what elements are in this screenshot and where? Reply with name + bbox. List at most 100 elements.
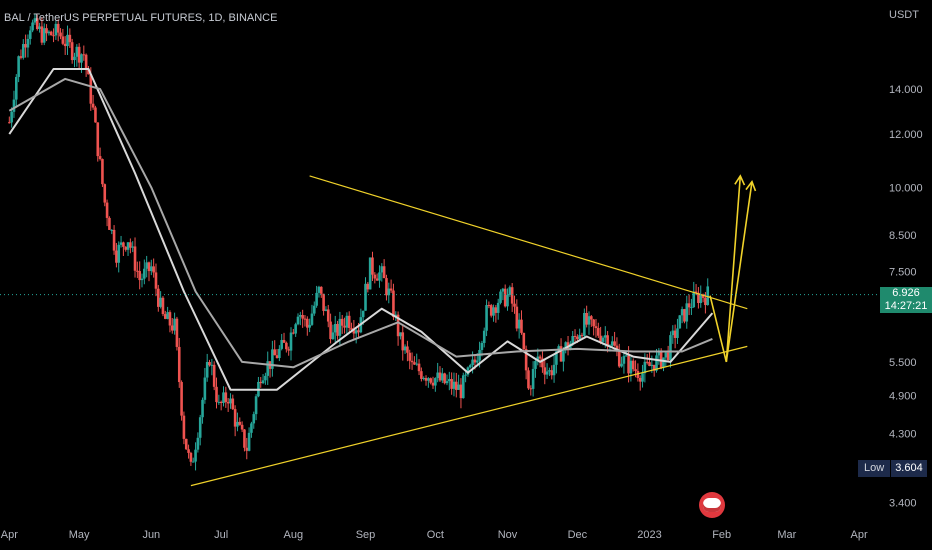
candle — [170, 318, 174, 334]
candle-body — [543, 367, 547, 375]
candle-body — [133, 246, 137, 271]
candle-body — [422, 378, 426, 380]
candle — [375, 273, 379, 281]
candle-body — [47, 31, 51, 34]
candle-body — [210, 364, 214, 366]
candle-body — [529, 388, 533, 390]
candle-body — [461, 375, 465, 399]
candle — [583, 308, 586, 338]
candle-body — [201, 399, 204, 418]
candle — [119, 235, 123, 248]
candle-body — [280, 339, 283, 349]
candle-body — [562, 350, 565, 362]
candle-body — [375, 278, 379, 281]
candle — [429, 377, 432, 385]
candle-body — [457, 384, 460, 390]
candle-body — [513, 303, 516, 307]
last-price-badge: 6.926 14:27:21 — [880, 286, 932, 313]
candle-body — [68, 34, 72, 43]
candle — [413, 356, 416, 365]
candle-body — [496, 302, 500, 313]
candle-body — [697, 292, 700, 304]
candle-body — [82, 54, 86, 56]
candle-body — [219, 401, 223, 403]
candle — [664, 352, 668, 367]
candle-body — [489, 305, 493, 316]
candle-body — [576, 336, 579, 340]
price-axis[interactable]: 14.000 12.000 10.000 8.500 7.500 5.500 4.900 4.… — [889, 84, 923, 509]
candle-body — [597, 328, 600, 336]
candle-body — [10, 111, 13, 123]
candle — [103, 183, 107, 207]
candle — [662, 357, 665, 372]
candle — [35, 14, 39, 31]
candle — [573, 329, 577, 343]
candle — [678, 315, 682, 329]
candle-body — [601, 337, 605, 342]
candle-body — [443, 373, 446, 384]
candle — [203, 368, 207, 404]
candle-body — [117, 244, 121, 263]
candle-body — [475, 360, 479, 363]
candle-body — [140, 278, 144, 281]
candle — [17, 55, 20, 83]
time-tick-label: Apr — [1, 529, 18, 541]
candle-body — [89, 74, 93, 104]
candle — [56, 19, 60, 42]
low-label: Low — [858, 460, 891, 477]
candle — [194, 442, 197, 471]
price-tick-label: 12.000 — [889, 129, 923, 141]
candle-body — [49, 31, 53, 36]
candle — [278, 345, 281, 362]
time-tick-label: Apr — [850, 529, 867, 541]
candle — [12, 90, 16, 118]
candle-body — [657, 350, 661, 356]
candle — [699, 285, 703, 308]
candle-body — [215, 386, 218, 403]
candle — [289, 327, 293, 361]
candle-body — [152, 266, 155, 273]
time-axis[interactable]: Apr May Jun Jul Aug Sep Oct Nov Dec 2023 Feb Mar Apr — [1, 529, 868, 541]
candle-body — [436, 372, 439, 379]
candle-body — [378, 272, 381, 281]
candle-body — [473, 359, 477, 363]
candle — [21, 39, 25, 60]
earnings-flag-icon[interactable] — [699, 492, 725, 518]
candle-body — [208, 362, 211, 366]
candle-body — [664, 352, 668, 358]
candle-body — [599, 335, 602, 342]
candle — [443, 372, 446, 385]
candle-body — [671, 330, 675, 336]
candle — [136, 261, 139, 279]
candle — [24, 34, 27, 58]
candle — [63, 36, 67, 55]
candle — [303, 314, 307, 327]
time-tick-label: 2023 — [637, 529, 661, 541]
candle-body — [205, 362, 209, 378]
candle — [112, 225, 116, 255]
triangle-pattern-drawing[interactable] — [190, 174, 757, 487]
candle-body — [541, 358, 544, 368]
candle — [331, 324, 335, 340]
candle — [157, 284, 160, 312]
candle — [461, 372, 465, 399]
candle-body — [464, 374, 467, 376]
candle-body — [236, 421, 239, 427]
candle-body — [366, 283, 370, 290]
candle-body — [680, 309, 684, 316]
candle-body — [147, 262, 151, 272]
candle — [191, 457, 195, 463]
candle — [222, 386, 225, 407]
candle-body — [294, 324, 297, 334]
candle — [427, 377, 430, 388]
candle-body — [583, 312, 586, 336]
candle-body — [343, 325, 346, 328]
candle — [42, 23, 46, 46]
candle-body — [28, 30, 32, 39]
projection-arrowhead — [745, 179, 757, 192]
candle — [315, 285, 318, 308]
candle — [306, 316, 309, 336]
candle-body — [264, 375, 267, 381]
candle — [464, 371, 467, 383]
